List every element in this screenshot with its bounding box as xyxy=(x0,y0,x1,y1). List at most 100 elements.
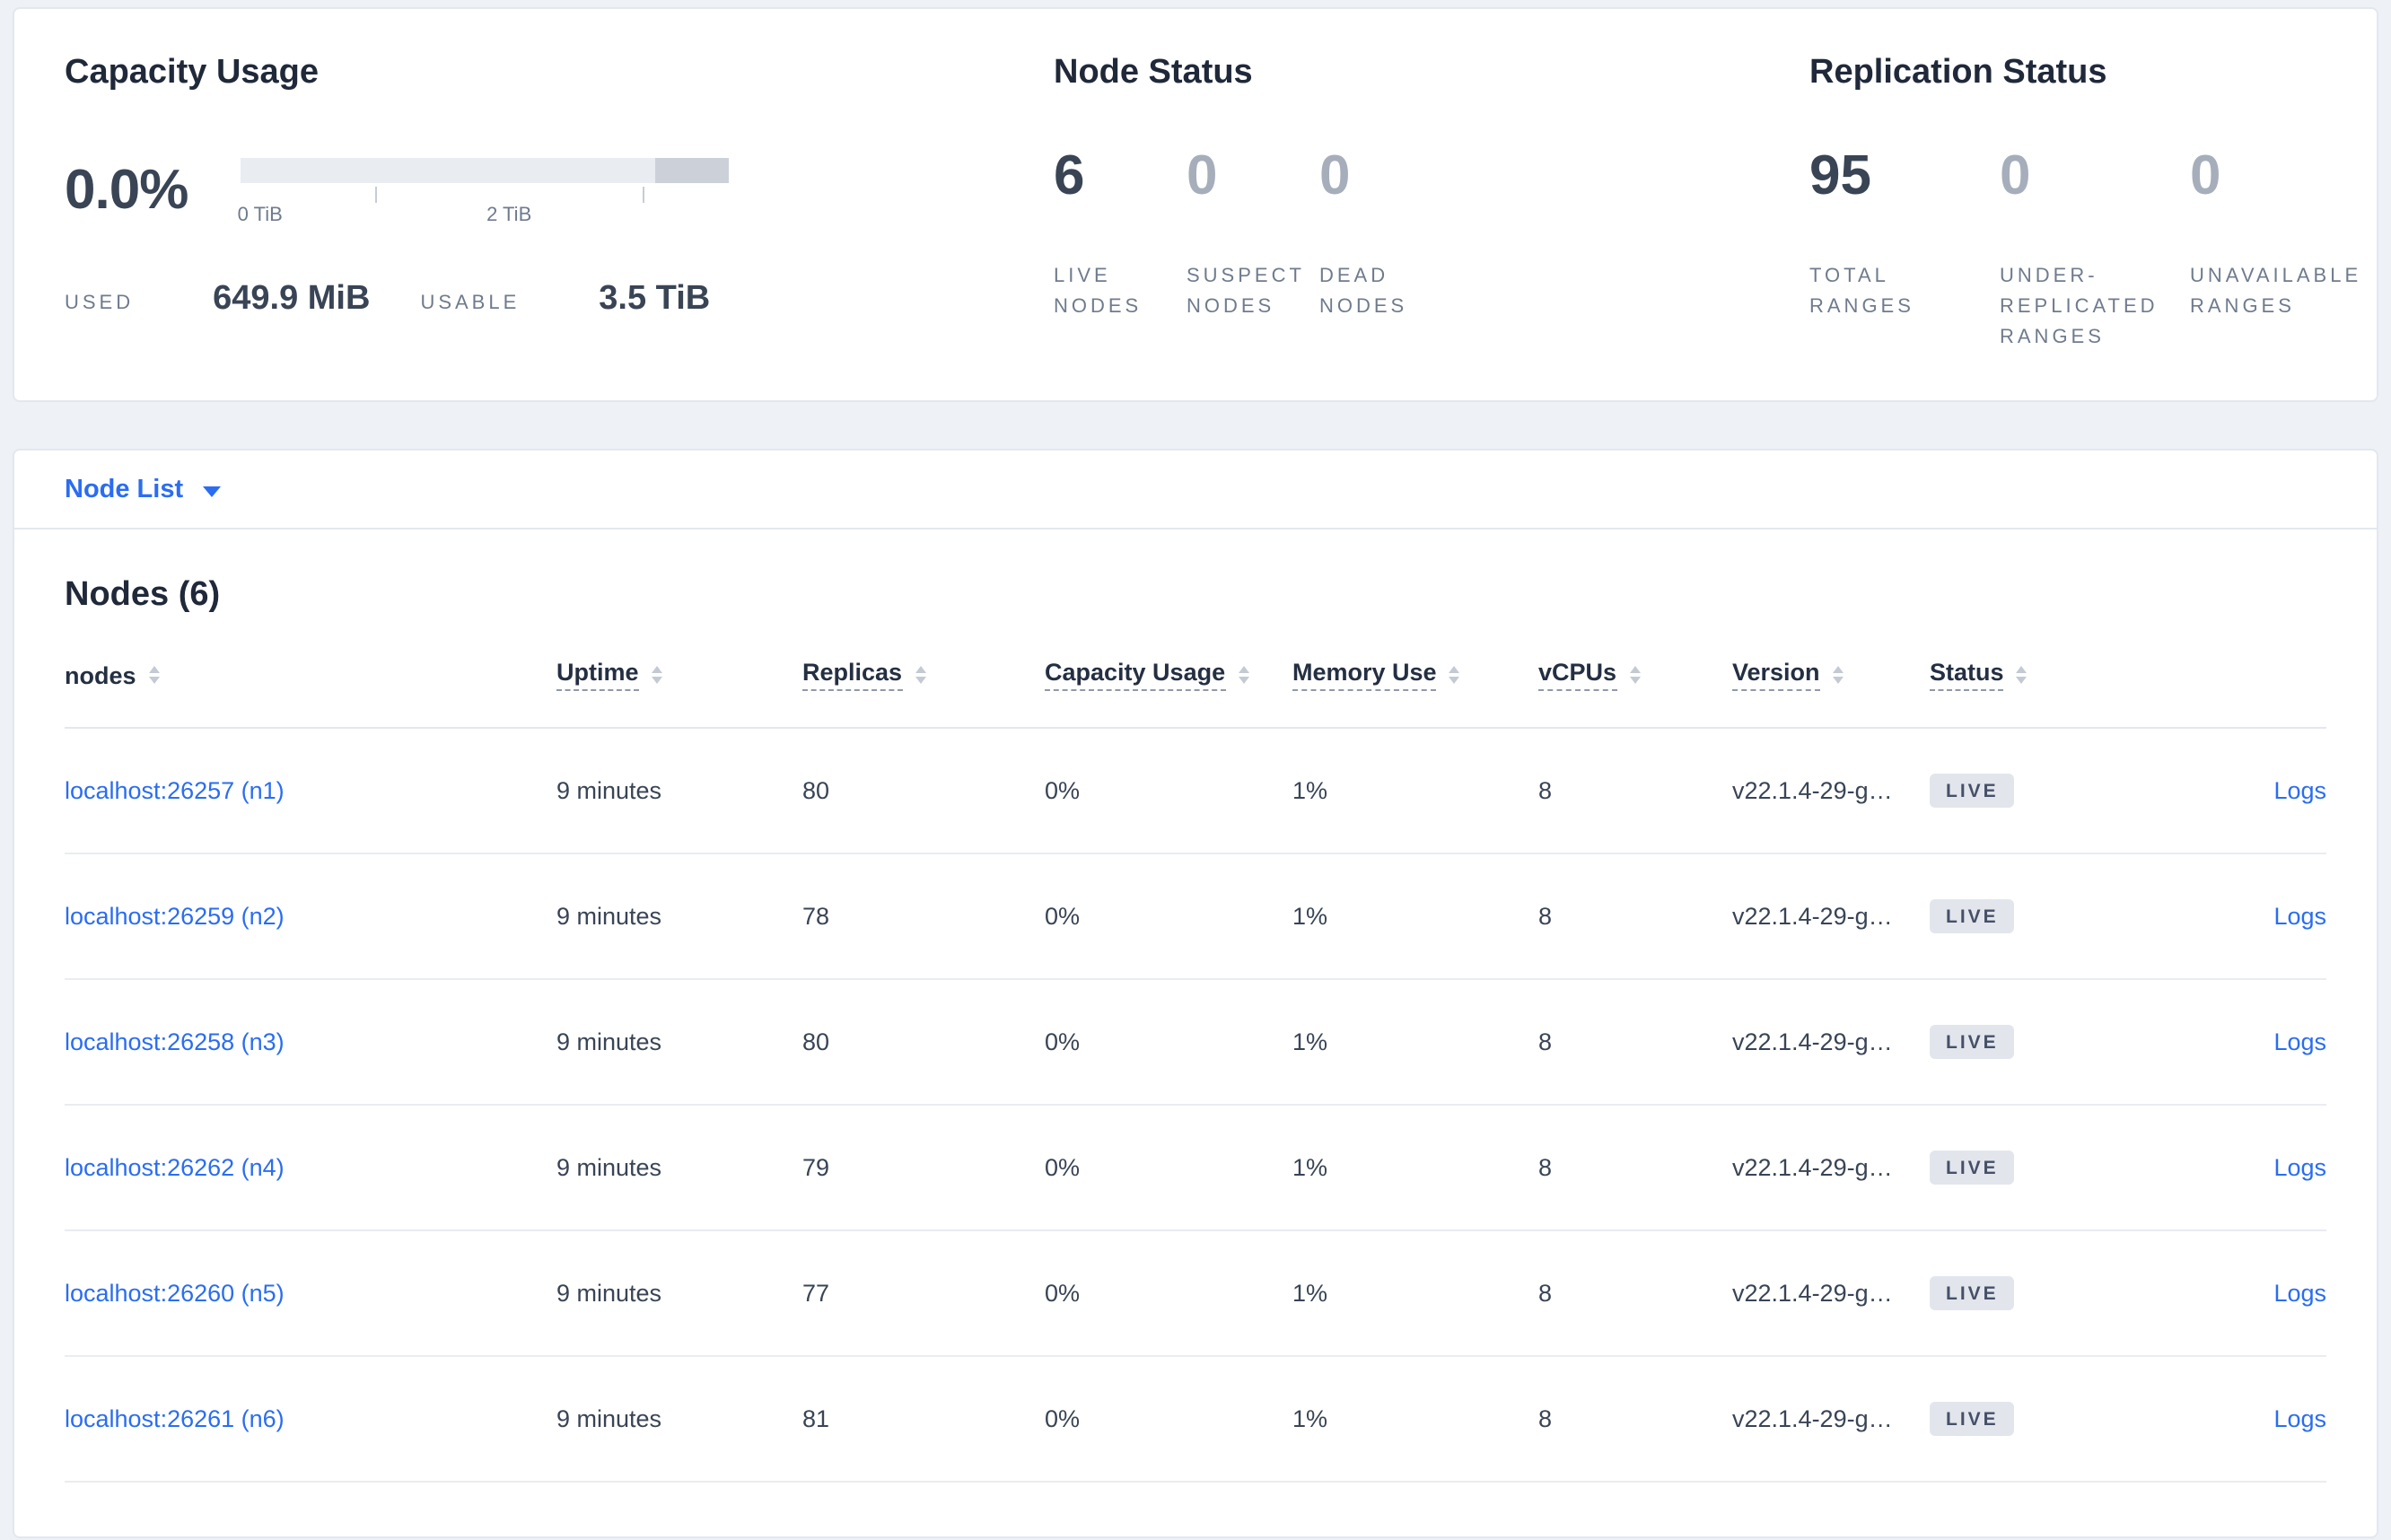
node-link[interactable]: localhost:26260 (n5) xyxy=(65,1280,285,1307)
sort-icon[interactable] xyxy=(1238,666,1249,684)
dead-nodes-label: DEAD NODES xyxy=(1319,266,1408,318)
cluster-overview-page: Capacity Usage 0.0% 0 TiB 2 TiB USED xyxy=(0,7,2391,1540)
unavailable-ranges-stat: 0 UNAVAILABLE RANGES xyxy=(2190,144,2369,354)
uptime-cell: 9 minutes xyxy=(556,1356,802,1483)
nodes-table-section: Nodes (6) nodes Uptime xyxy=(14,529,2377,1536)
live-nodes-stat: 6 LIVE NODES xyxy=(1054,144,1187,323)
node-link[interactable]: localhost:26261 (n6) xyxy=(65,1405,285,1432)
memory-cell: 1% xyxy=(1292,1230,1538,1357)
column-header-status[interactable]: Status xyxy=(1930,659,2172,729)
under-replicated-ranges-label: UNDER-REPLICATED RANGES xyxy=(2000,266,2159,348)
vcpus-cell: 8 xyxy=(1538,1356,1732,1483)
replicas-cell: 80 xyxy=(802,979,1045,1106)
status-badge: LIVE xyxy=(1930,1276,2015,1310)
suspect-nodes-value: 0 xyxy=(1187,144,1218,206)
unavailable-ranges-value: 0 xyxy=(2190,144,2221,206)
capacity-bar-axis: 0 TiB 2 TiB xyxy=(237,183,729,230)
capacity-bar xyxy=(241,158,729,183)
replication-status-title: Replication Status xyxy=(1809,54,2107,92)
sort-icon[interactable] xyxy=(1449,666,1460,684)
cluster-summary-panel: Capacity Usage 0.0% 0 TiB 2 TiB USED xyxy=(13,7,2378,402)
vcpus-cell: 8 xyxy=(1538,1105,1732,1231)
chevron-down-icon xyxy=(203,486,222,496)
replication-status-section: Replication Status 95 TOTAL RANGES 0 UND… xyxy=(1809,52,2380,354)
suspect-nodes-label: SUSPECT NODES xyxy=(1187,266,1305,318)
node-status-title: Node Status xyxy=(1054,54,1253,92)
under-replicated-ranges-value: 0 xyxy=(2000,144,2031,206)
vcpus-cell: 8 xyxy=(1538,979,1732,1106)
used-value: 649.9 MiB xyxy=(213,280,371,318)
column-header-capacity-usage[interactable]: Capacity Usage xyxy=(1045,659,1292,729)
sort-icon[interactable] xyxy=(148,666,160,684)
capacity-bar-reserved-segment xyxy=(655,158,729,183)
capacity-cell: 0% xyxy=(1045,1356,1292,1483)
table-header-row: nodes Uptime Replicas Capacity Usag xyxy=(65,659,2326,729)
version-cell: v22.1.4-29-g… xyxy=(1732,1105,1930,1231)
uptime-cell: 9 minutes xyxy=(556,979,802,1106)
table-row: localhost:26259 (n2) 9 minutes 78 0% 1% … xyxy=(65,853,2326,980)
memory-cell: 1% xyxy=(1292,1105,1538,1231)
column-header-replicas[interactable]: Replicas xyxy=(802,659,1045,729)
sort-icon[interactable] xyxy=(2016,666,2028,684)
vcpus-cell: 8 xyxy=(1538,728,1732,854)
logs-link[interactable]: Logs xyxy=(2273,1280,2326,1307)
axis-tick-label-0tib: 0 TiB xyxy=(237,205,283,226)
version-cell: v22.1.4-29-g… xyxy=(1732,979,1930,1106)
replicas-cell: 79 xyxy=(802,1105,1045,1231)
capacity-cell: 0% xyxy=(1045,853,1292,980)
node-list-dropdown-label: Node List xyxy=(65,475,184,503)
capacity-usage-readout: 0.0% 0 TiB 2 TiB xyxy=(65,144,1054,237)
column-header-uptime[interactable]: Uptime xyxy=(556,659,802,729)
node-link[interactable]: localhost:26262 (n4) xyxy=(65,1154,285,1181)
vcpus-cell: 8 xyxy=(1538,853,1732,980)
table-row: localhost:26260 (n5) 9 minutes 77 0% 1% … xyxy=(65,1230,2326,1357)
capacity-usage-section: Capacity Usage 0.0% 0 TiB 2 TiB USED xyxy=(65,52,1054,319)
capacity-cell: 0% xyxy=(1045,979,1292,1106)
live-nodes-value: 6 xyxy=(1054,144,1085,206)
status-badge: LIVE xyxy=(1930,899,2015,933)
column-header-vcpus[interactable]: vCPUs xyxy=(1538,659,1732,729)
logs-link[interactable]: Logs xyxy=(2273,1028,2326,1055)
column-header-nodes[interactable]: nodes xyxy=(65,659,556,729)
replicas-cell: 78 xyxy=(802,853,1045,980)
column-header-memory-use[interactable]: Memory Use xyxy=(1292,659,1538,729)
replication-status-stats: 95 TOTAL RANGES 0 UNDER-REPLICATED RANGE… xyxy=(1809,144,2380,354)
version-cell: v22.1.4-29-g… xyxy=(1732,1230,1930,1357)
node-link[interactable]: localhost:26259 (n2) xyxy=(65,903,285,930)
column-header-version[interactable]: Version xyxy=(1732,659,1930,729)
node-link[interactable]: localhost:26258 (n3) xyxy=(65,1028,285,1055)
total-ranges-label: TOTAL RANGES xyxy=(1809,266,1914,318)
version-cell: v22.1.4-29-g… xyxy=(1732,1356,1930,1483)
table-row: localhost:26258 (n3) 9 minutes 80 0% 1% … xyxy=(65,979,2326,1106)
sort-icon[interactable] xyxy=(1629,666,1641,684)
logs-link[interactable]: Logs xyxy=(2273,777,2326,804)
uptime-cell: 9 minutes xyxy=(556,1105,802,1231)
nodes-table-title: Nodes (6) xyxy=(65,576,221,614)
unavailable-ranges-label: UNAVAILABLE RANGES xyxy=(2190,266,2362,318)
total-ranges-value: 95 xyxy=(1809,144,1871,206)
logs-link[interactable]: Logs xyxy=(2273,903,2326,930)
node-list-panel: Node List Nodes (6) nodes xyxy=(13,449,2378,1538)
capacity-cell: 0% xyxy=(1045,1230,1292,1357)
axis-tick-label-2tib: 2 TiB xyxy=(486,205,532,226)
sort-icon[interactable] xyxy=(1832,666,1844,684)
table-row: localhost:26257 (n1) 9 minutes 80 0% 1% … xyxy=(65,728,2326,854)
memory-cell: 1% xyxy=(1292,979,1538,1106)
node-link[interactable]: localhost:26257 (n1) xyxy=(65,777,285,804)
sort-icon[interactable] xyxy=(651,666,662,684)
dead-nodes-stat: 0 DEAD NODES xyxy=(1319,144,1452,323)
status-badge: LIVE xyxy=(1930,774,2015,808)
status-badge: LIVE xyxy=(1930,1025,2015,1059)
uptime-cell: 9 minutes xyxy=(556,1230,802,1357)
capacity-cell: 0% xyxy=(1045,1105,1292,1231)
sort-icon[interactable] xyxy=(915,666,926,684)
capacity-percent-value: 0.0% xyxy=(65,158,188,221)
nodes-table: nodes Uptime Replicas Capacity Usag xyxy=(65,659,2326,1483)
logs-link[interactable]: Logs xyxy=(2273,1154,2326,1181)
usable-label: USABLE xyxy=(420,293,521,314)
node-list-dropdown[interactable]: Node List xyxy=(14,451,2377,529)
column-header-logs xyxy=(2172,659,2326,729)
logs-link[interactable]: Logs xyxy=(2273,1405,2326,1432)
vcpus-cell: 8 xyxy=(1538,1230,1732,1357)
capacity-bar-chart: 0 TiB 2 TiB xyxy=(237,158,729,230)
